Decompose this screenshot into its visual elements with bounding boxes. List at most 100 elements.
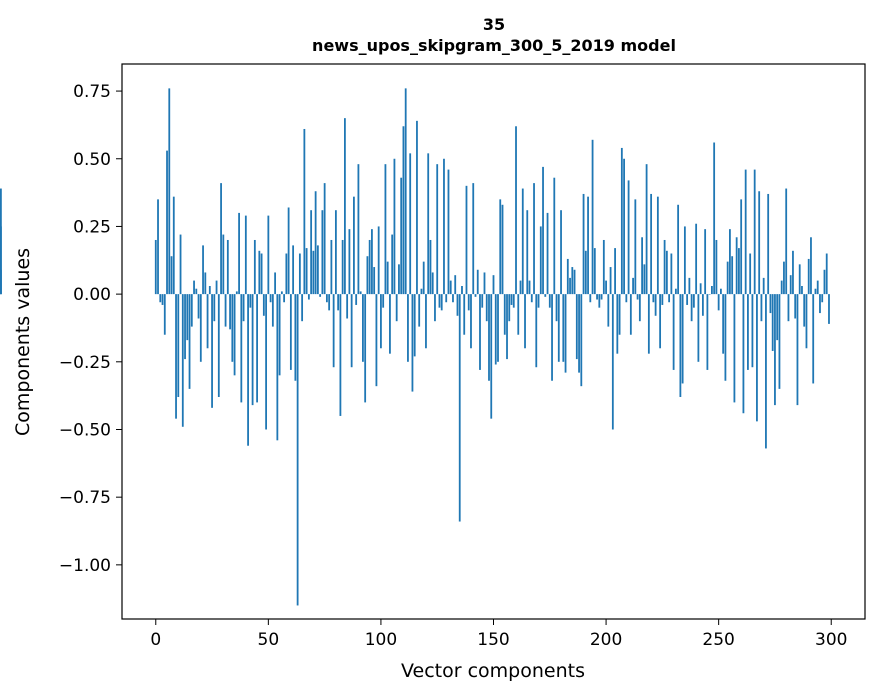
bar-102 xyxy=(384,164,387,295)
bar-243 xyxy=(701,294,704,316)
bar-216 xyxy=(641,237,643,295)
bar-226 xyxy=(663,239,666,295)
bar-294 xyxy=(816,280,819,295)
bar-275 xyxy=(774,294,776,406)
bar-158 xyxy=(510,294,513,305)
bar-260 xyxy=(740,199,743,295)
bar-210 xyxy=(627,180,630,295)
bar-145 xyxy=(481,294,484,308)
bar-204 xyxy=(614,248,616,295)
y-tick-label: −0.75 xyxy=(59,488,111,508)
bar-148 xyxy=(488,294,490,381)
bar-160 xyxy=(515,126,517,295)
bar-190 xyxy=(582,193,585,295)
bar-125 xyxy=(436,164,439,295)
bar-50 xyxy=(267,215,270,295)
bar-65 xyxy=(301,294,304,322)
bar-180 xyxy=(560,210,562,295)
bar-24 xyxy=(208,286,211,295)
bar-211 xyxy=(629,294,632,335)
bar-149 xyxy=(490,294,493,419)
bar-75 xyxy=(323,183,326,295)
bar-48 xyxy=(262,294,265,316)
bar-107 xyxy=(395,294,398,322)
bar-239 xyxy=(692,294,695,308)
x-axis-ticks: 0 50 100 150 200 250 300 xyxy=(150,619,847,650)
bar-60 xyxy=(289,294,292,370)
bar-225 xyxy=(661,294,664,305)
bar-0 xyxy=(154,239,157,295)
bar-237 xyxy=(688,277,691,295)
bar-88 xyxy=(353,196,355,295)
bar-175 xyxy=(548,294,551,308)
bar-221 xyxy=(652,294,655,303)
bar-92 xyxy=(362,294,364,362)
bar-161 xyxy=(517,294,520,335)
bar-251 xyxy=(720,288,722,295)
bar-181 xyxy=(562,294,565,362)
x-tick-label: 100 xyxy=(365,630,397,650)
bar-98 xyxy=(375,294,378,387)
bar-41 xyxy=(247,294,249,446)
bar-115 xyxy=(413,294,416,357)
bar-164 xyxy=(524,294,526,349)
bar-236 xyxy=(686,294,689,305)
bar-20 xyxy=(199,294,202,362)
bar-120 xyxy=(425,294,427,349)
bar-240 xyxy=(695,223,698,295)
bar-235 xyxy=(683,226,686,295)
bar-45 xyxy=(256,294,258,403)
bar-273 xyxy=(769,294,772,314)
bar-277 xyxy=(778,294,781,389)
bar-166 xyxy=(528,280,531,295)
bar-131 xyxy=(449,280,452,295)
bar-272 xyxy=(767,193,770,295)
bar-168 xyxy=(533,183,535,295)
bar-59 xyxy=(287,207,290,295)
bar-97 xyxy=(373,267,376,295)
bar-297 xyxy=(823,269,826,295)
bar-165 xyxy=(526,210,529,295)
bar-270 xyxy=(762,277,765,295)
bar-200 xyxy=(605,280,607,295)
bar-274 xyxy=(771,294,774,351)
x-tick-label: 200 xyxy=(590,630,622,650)
bar-104 xyxy=(389,294,391,354)
bar-34 xyxy=(231,294,234,362)
bar-193 xyxy=(589,294,592,303)
bar-264 xyxy=(749,253,752,295)
bar-47 xyxy=(260,253,263,295)
bar-11 xyxy=(179,234,182,295)
bar-182 xyxy=(564,294,567,373)
bar-6 xyxy=(168,88,171,295)
bar-184 xyxy=(569,277,571,295)
y-tick-label: 0.75 xyxy=(73,82,111,102)
bar-170 xyxy=(537,294,540,308)
bar-271 xyxy=(765,294,767,449)
bar-27 xyxy=(215,280,218,295)
bar-255 xyxy=(729,229,731,295)
bar-285 xyxy=(796,294,799,406)
bar-38 xyxy=(240,294,243,403)
bar-266 xyxy=(753,169,756,295)
bar-188 xyxy=(578,294,580,373)
bar-109 xyxy=(400,177,403,295)
bar-37 xyxy=(238,212,240,295)
bar-100 xyxy=(380,294,382,349)
bar-234 xyxy=(681,294,684,384)
bar-128 xyxy=(443,158,445,295)
bar-269 xyxy=(760,294,763,322)
bar-249 xyxy=(715,239,718,295)
bar-189 xyxy=(580,294,583,387)
bar-68 xyxy=(307,294,310,300)
bar-133 xyxy=(454,275,457,295)
bar-218 xyxy=(645,164,648,295)
bar-262 xyxy=(744,169,747,295)
bar-174 xyxy=(546,212,549,295)
bar-8 xyxy=(172,196,175,295)
y-tick-label: −0.50 xyxy=(59,420,111,440)
y-tick-label: 0.00 xyxy=(73,285,111,305)
bar-192 xyxy=(587,196,589,295)
bar-55 xyxy=(278,294,281,376)
